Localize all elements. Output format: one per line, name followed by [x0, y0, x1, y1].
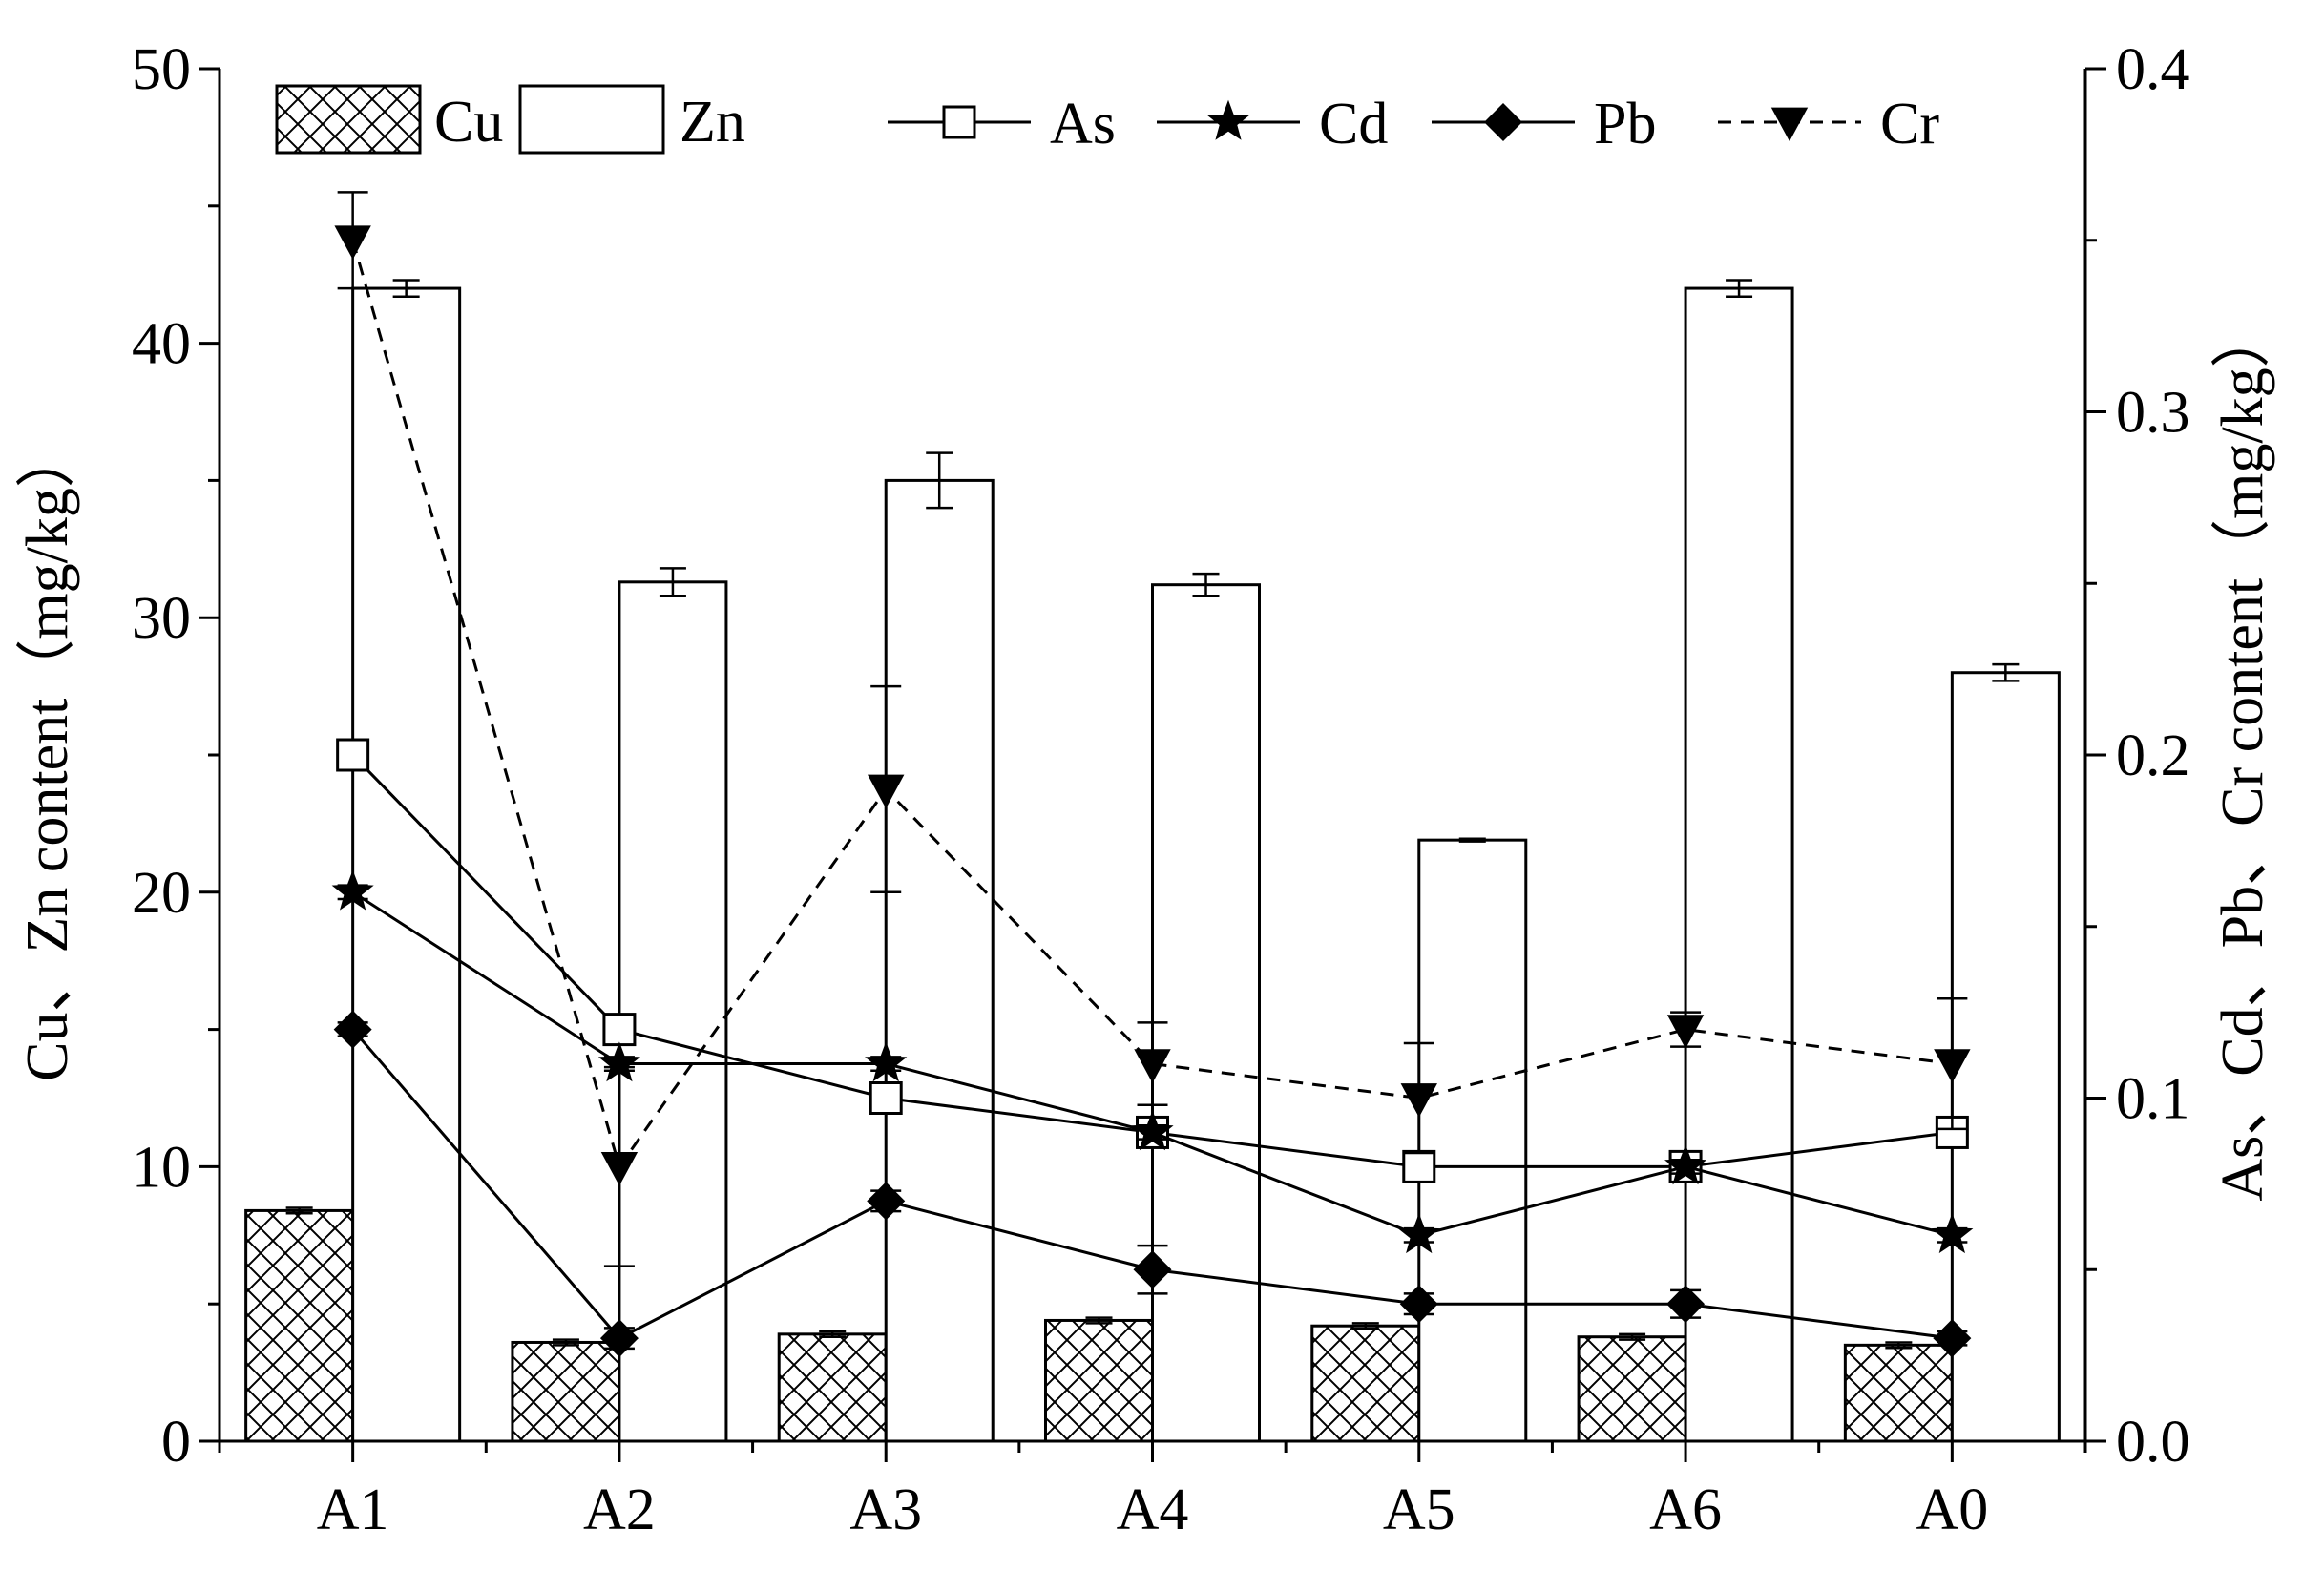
x-tick-label-a3: A3: [849, 1477, 922, 1542]
bar-cu-a1: [244, 1208, 355, 1443]
point-cr-a1: [334, 225, 371, 260]
error-bar-zn-a3: [926, 451, 953, 510]
right-tick-label: 0.0: [2116, 1410, 2190, 1475]
legend: Cu Zn As Cd Pb Cr: [275, 84, 1939, 157]
error-bar-zn-a0: [1992, 662, 2020, 682]
legend-label-zn: Zn: [680, 90, 745, 155]
legend-marker-as: [942, 105, 976, 139]
bar-cu-a2: [511, 1340, 621, 1443]
point-cd-a1: [331, 869, 374, 911]
right-axis-title: As、Cd、Pb、Cr content（mg/kg）: [2210, 308, 2275, 1201]
bar-cu-a0: [1843, 1343, 1954, 1443]
right-tick-label: 0.3: [2116, 381, 2190, 446]
legend-label-as: As: [1050, 92, 1116, 157]
right-tick-label: 0.1: [2116, 1067, 2190, 1132]
x-tick-label-a1: A1: [317, 1477, 389, 1542]
x-tick-label-a6: A6: [1649, 1477, 1722, 1542]
point-cd-a2: [597, 1041, 640, 1082]
error-bar-zn-a4: [1192, 572, 1220, 597]
bar-cu-a6: [1577, 1335, 1687, 1443]
legend-label-pb: Pb: [1594, 92, 1656, 157]
left-tick-label: 20: [132, 861, 191, 926]
bars-layer: [244, 279, 2061, 1443]
right-tick-label: 0.4: [2116, 37, 2190, 102]
point-cd-a3: [865, 1041, 908, 1082]
bar-zn-a2: [618, 580, 728, 1443]
legend-marker-pb: [1484, 103, 1522, 141]
error-bar-zn-a2: [659, 567, 686, 597]
legend-label-cr: Cr: [1880, 92, 1939, 157]
point-cr-a0: [1934, 1049, 1971, 1083]
error-bar-cu-a0: [1885, 1341, 1913, 1350]
error-bar-cu-a1: [285, 1206, 313, 1215]
bar-cu-a4: [1044, 1318, 1154, 1443]
point-pb-a1: [333, 1010, 372, 1049]
point-pb-a0: [1933, 1319, 1972, 1358]
left-tick-label: 50: [132, 37, 191, 102]
left-tick-label: 0: [161, 1410, 191, 1475]
point-cr-a5: [1400, 1083, 1437, 1118]
axes-layer: 0 10 20 30 40 50 0.0 0.1 0.2 0.3 0.4 A1 A2 A3 A4 A5 A6 A0…: [15, 37, 2275, 1542]
bar-cu-a5: [1310, 1324, 1421, 1443]
point-as-a2: [602, 1013, 637, 1047]
point-pb-a5: [1399, 1285, 1438, 1324]
error-bar-cu-a4: [1085, 1316, 1113, 1325]
bar-zn-a3: [884, 478, 995, 1443]
point-cd-a4: [1131, 1110, 1174, 1151]
point-cr-a6: [1666, 1015, 1705, 1049]
error-bar-zn-a1: [392, 279, 420, 298]
left-axis-title: Cu、Zn content（mg/kg）: [15, 429, 80, 1081]
point-pb-a4: [1133, 1250, 1172, 1289]
left-tick-label: 40: [132, 312, 191, 377]
error-bar-zn-a5: [1458, 837, 1486, 843]
legend-marker-cr: [1770, 107, 1809, 142]
error-bar-cu-a5: [1351, 1322, 1379, 1330]
bar-zn-a1: [351, 286, 462, 1443]
point-cd-a6: [1664, 1144, 1707, 1185]
error-bar-cu-a2: [552, 1338, 579, 1347]
point-cd-a0: [1931, 1213, 1974, 1254]
legend-swatch-cu: [275, 84, 422, 155]
left-tick-label: 30: [132, 586, 191, 651]
bar-zn-a5: [1417, 838, 1528, 1443]
point-as-a3: [869, 1081, 903, 1115]
bar-zn-a6: [1684, 286, 1794, 1443]
legend-marker-cd: [1206, 99, 1250, 140]
point-pb-a6: [1666, 1285, 1706, 1324]
point-pb-a2: [599, 1319, 639, 1358]
x-tick-label-a0: A0: [1916, 1477, 1988, 1542]
point-pb-a3: [867, 1182, 906, 1221]
bar-series-zn: [351, 279, 2061, 1443]
error-bar-zn-a6: [1726, 279, 1753, 298]
bar-series-cu: [244, 1206, 1954, 1443]
point-as-a1: [336, 738, 370, 772]
line-series-pb: [333, 1010, 1972, 1358]
point-cd-a5: [1397, 1213, 1440, 1254]
legend-label-cu: Cu: [434, 90, 503, 155]
legend-swatch-zn: [518, 84, 665, 155]
point-as-a5: [1402, 1149, 1436, 1183]
right-tick-label: 0.2: [2116, 723, 2190, 788]
bar-zn-a0: [1950, 671, 2061, 1443]
x-tick-label-a5: A5: [1383, 1477, 1455, 1542]
x-tick-label-a2: A2: [583, 1477, 656, 1542]
bar-cu-a3: [777, 1332, 888, 1443]
point-cr-a2: [600, 1152, 639, 1186]
point-cr-a3: [868, 774, 905, 809]
point-cr-a4: [1134, 1049, 1171, 1083]
x-tick-label-a4: A4: [1117, 1477, 1189, 1542]
left-tick-label: 10: [132, 1135, 191, 1200]
error-bar-cu-a3: [819, 1330, 847, 1338]
lines-layer: [331, 191, 1974, 1358]
legend-label-cd: Cd: [1319, 92, 1388, 157]
bar-zn-a4: [1151, 583, 1261, 1443]
error-bar-cu-a6: [1619, 1332, 1646, 1341]
line-series-cr: [334, 191, 1971, 1267]
